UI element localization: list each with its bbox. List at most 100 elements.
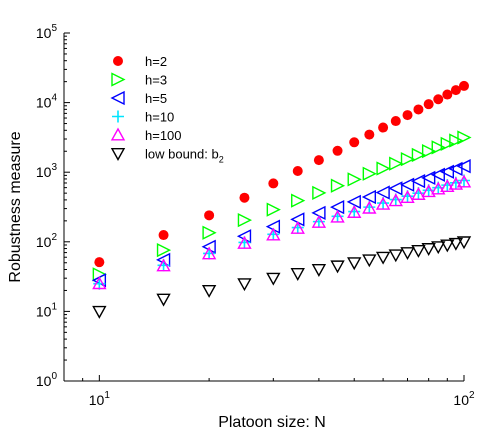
data-point bbox=[459, 80, 469, 91]
data-point bbox=[450, 85, 461, 96]
data-point bbox=[291, 193, 306, 208]
data-point bbox=[292, 166, 303, 177]
series-1 bbox=[92, 130, 472, 282]
y-axis-label: Robustness measure bbox=[7, 131, 24, 282]
data-point bbox=[94, 257, 105, 268]
data-markers bbox=[91, 80, 472, 319]
data-point bbox=[266, 272, 281, 286]
x-axis-label: Platoon size: N bbox=[218, 414, 326, 431]
data-point bbox=[158, 230, 169, 241]
data-point bbox=[421, 170, 436, 185]
data-point bbox=[266, 227, 281, 241]
data-point bbox=[410, 173, 426, 189]
data-point bbox=[156, 293, 171, 307]
data-point bbox=[375, 251, 391, 265]
data-point bbox=[456, 236, 472, 250]
data-point bbox=[399, 177, 415, 192]
data-point bbox=[402, 110, 413, 121]
data-point bbox=[330, 178, 346, 193]
data-point bbox=[330, 209, 345, 223]
series-0 bbox=[94, 80, 469, 268]
data-point bbox=[202, 225, 217, 240]
data-point bbox=[440, 179, 455, 193]
data-point bbox=[378, 122, 389, 133]
data-point bbox=[237, 235, 252, 249]
data-point bbox=[347, 205, 362, 218]
data-point bbox=[440, 239, 455, 253]
data-point bbox=[442, 89, 453, 100]
data-point bbox=[456, 174, 472, 188]
data-point bbox=[433, 94, 444, 105]
data-point bbox=[456, 159, 471, 174]
data-point bbox=[362, 200, 377, 214]
data-point bbox=[431, 140, 446, 155]
legend-label: h=2 bbox=[145, 54, 167, 69]
data-point bbox=[156, 258, 171, 272]
data-point bbox=[362, 166, 377, 181]
data-point bbox=[448, 176, 464, 190]
data-point bbox=[290, 268, 305, 281]
data-point bbox=[390, 116, 401, 127]
data-point bbox=[421, 143, 437, 159]
legend-item: low bound: b2 bbox=[110, 147, 224, 165]
data-point bbox=[268, 178, 279, 189]
legend-label: h=100 bbox=[145, 128, 182, 143]
data-point bbox=[411, 147, 427, 163]
data-point bbox=[411, 187, 426, 200]
data-point bbox=[332, 145, 343, 156]
legend: h=2 h=3 h=5 h=10 h=100 low bound: b2 bbox=[110, 54, 224, 165]
x-tick-label: 102 bbox=[453, 390, 475, 408]
data-point bbox=[388, 193, 403, 207]
data-point bbox=[431, 241, 446, 255]
series-5 bbox=[92, 236, 472, 319]
data-point bbox=[92, 305, 107, 319]
data-point bbox=[423, 99, 434, 110]
y-tick-label: 104 bbox=[36, 93, 58, 111]
data-point bbox=[457, 130, 472, 145]
axes bbox=[63, 32, 465, 382]
data-point bbox=[203, 247, 216, 260]
legend-marker bbox=[110, 147, 126, 161]
plot-area bbox=[64, 33, 464, 381]
legend-item: h=10 bbox=[112, 110, 174, 125]
data-point bbox=[400, 190, 415, 204]
data-point bbox=[239, 192, 250, 203]
data-point bbox=[237, 278, 252, 292]
data-point bbox=[449, 133, 464, 148]
legend-marker bbox=[110, 127, 126, 141]
legend-marker bbox=[113, 56, 123, 66]
data-point bbox=[440, 136, 455, 152]
data-point bbox=[311, 263, 327, 277]
data-point bbox=[346, 194, 361, 209]
legend-label: h=3 bbox=[145, 73, 167, 88]
y-tick-label: 103 bbox=[36, 162, 58, 180]
data-point bbox=[375, 185, 390, 200]
tick-labels: 101 102 100 101 102 103 104 105 bbox=[36, 23, 475, 408]
data-point bbox=[266, 202, 281, 217]
data-point bbox=[361, 189, 377, 205]
data-point bbox=[156, 242, 172, 258]
data-point bbox=[347, 172, 362, 187]
data-point bbox=[347, 257, 362, 271]
legend-label: h=10 bbox=[145, 110, 174, 125]
data-point bbox=[376, 161, 391, 176]
legend-item: h=5 bbox=[110, 90, 167, 106]
data-point bbox=[312, 185, 327, 200]
data-point bbox=[313, 155, 324, 166]
legend-marker bbox=[110, 90, 125, 106]
y-tick-label: 102 bbox=[36, 232, 58, 250]
data-point bbox=[421, 243, 436, 256]
data-point bbox=[349, 137, 360, 148]
data-point bbox=[237, 212, 253, 228]
y-tick-label: 101 bbox=[36, 301, 58, 319]
data-point bbox=[201, 284, 217, 298]
y-tick-label: 100 bbox=[36, 371, 58, 389]
data-point bbox=[413, 104, 424, 115]
data-point bbox=[400, 152, 416, 167]
data-point bbox=[421, 184, 436, 198]
legend-label: h=5 bbox=[145, 91, 167, 106]
data-point bbox=[201, 246, 217, 260]
data-point bbox=[388, 181, 403, 196]
data-point bbox=[375, 196, 391, 210]
data-point bbox=[431, 181, 446, 195]
